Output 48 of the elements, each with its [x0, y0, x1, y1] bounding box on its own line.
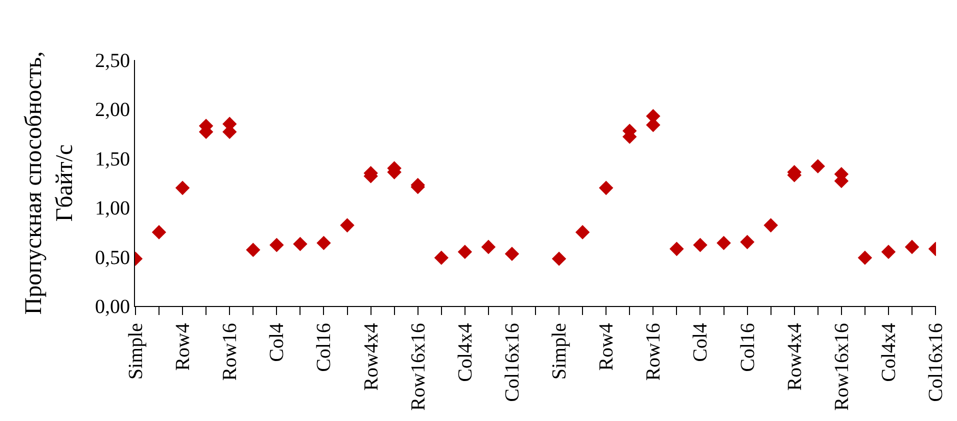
- point: [881, 244, 896, 260]
- point: [575, 225, 590, 240]
- x-tick-label: Row16x16: [407, 323, 430, 411]
- y-tick-label: 2,50: [95, 50, 130, 72]
- point: [598, 180, 614, 196]
- x-tick-label: Col4: [266, 323, 288, 362]
- point: [434, 250, 449, 265]
- point: [458, 244, 472, 260]
- point: [152, 225, 166, 240]
- x-tick-label: Col4: [690, 323, 712, 362]
- x-tick-label: Simple: [124, 322, 147, 380]
- point: [716, 236, 731, 250]
- x-tick-label: Row4x4: [360, 323, 382, 391]
- x-tick-label: Simple: [548, 322, 571, 380]
- point: [504, 246, 520, 261]
- point: [904, 240, 920, 254]
- x-tick-label: Col16x16: [501, 323, 524, 402]
- point: [481, 240, 496, 254]
- x-tick-label: Col16: [736, 323, 759, 372]
- y-tick-label: 1,00: [95, 198, 130, 220]
- point: [740, 234, 754, 250]
- point: [810, 159, 826, 174]
- x-tick-label: Row4: [596, 323, 618, 371]
- point: [316, 236, 331, 250]
- point: [552, 252, 566, 266]
- x-tick-label: Col16: [313, 323, 336, 372]
- x-tick-label: Col4x4: [878, 323, 900, 382]
- y-tick-label: 2,00: [95, 99, 130, 122]
- point: [175, 180, 190, 196]
- point: [340, 218, 354, 232]
- point: [764, 218, 778, 232]
- point: [246, 242, 260, 258]
- point: [270, 238, 284, 252]
- x-tick-label: Row16: [642, 323, 665, 381]
- x-tick-label: Row4: [172, 323, 194, 371]
- x-tick-label: Row4x4: [784, 323, 806, 391]
- y-tick-label: 0,00: [95, 296, 130, 318]
- x-tick-label: Row16: [219, 323, 242, 381]
- point: [693, 238, 708, 252]
- x-tick-label: Col16x16: [925, 323, 948, 402]
- x-tick-label: Row16x16: [830, 323, 853, 411]
- y-tick-label: 1,50: [95, 148, 130, 170]
- point: [293, 236, 308, 252]
- point: [858, 250, 872, 265]
- y-axis-title: Пропускная способность, Гбайт/с: [20, 51, 78, 315]
- y-tick-label: 0,50: [95, 246, 130, 269]
- x-tick-label: Col4x4: [454, 323, 476, 382]
- point: [670, 242, 684, 256]
